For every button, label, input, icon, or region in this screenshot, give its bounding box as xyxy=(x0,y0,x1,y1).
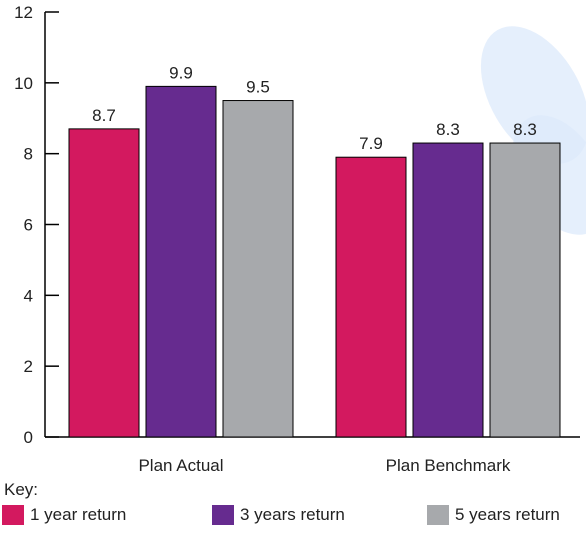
legend-item: 3 years return xyxy=(212,505,345,525)
bar xyxy=(489,142,561,438)
legend-title: Key: xyxy=(4,480,39,499)
x-tick-label: Plan Actual xyxy=(138,456,223,475)
legend-swatch xyxy=(2,505,24,525)
bar xyxy=(222,100,294,438)
y-tick-label: 12 xyxy=(14,3,33,22)
legend-label: 5 years return xyxy=(455,505,560,524)
bar xyxy=(68,128,140,438)
bars: 8.7 9.9 9.5 7.9 8.3 8.3 xyxy=(68,63,561,438)
x-tick-label: Plan Benchmark xyxy=(386,456,511,475)
legend-label: 3 years return xyxy=(240,505,345,524)
x-axis: Plan Actual Plan Benchmark xyxy=(45,436,580,475)
legend-label: 1 year return xyxy=(30,505,127,524)
y-tick-label: 8 xyxy=(24,145,33,164)
bar xyxy=(145,85,217,438)
y-tick-label: 10 xyxy=(14,74,33,93)
legend-item: 1 year return xyxy=(2,505,126,525)
data-label: 8.3 xyxy=(436,120,460,139)
y-axis: 0 2 4 6 8 10 12 xyxy=(14,3,59,447)
y-tick-label: 0 xyxy=(24,428,33,447)
data-label: 8.3 xyxy=(513,120,537,139)
legend: 1 year return 3 years return 5 years retur… xyxy=(0,505,586,531)
data-label: 9.5 xyxy=(246,78,270,97)
data-label: 8.7 xyxy=(92,106,116,125)
data-label: 7.9 xyxy=(359,134,383,153)
legend-swatch xyxy=(427,505,449,525)
y-tick-label: 2 xyxy=(24,357,33,376)
bar xyxy=(335,156,407,438)
bar xyxy=(412,142,484,438)
legend-swatch xyxy=(212,505,234,525)
y-tick-label: 6 xyxy=(24,216,33,235)
y-tick-label: 4 xyxy=(24,286,33,305)
data-label: 9.9 xyxy=(169,63,193,82)
bar-chart: 0 2 4 6 8 10 12 Plan Actual Plan Benchmark 8.7 9… xyxy=(14,3,580,475)
legend-item: 5 years return xyxy=(427,505,560,525)
